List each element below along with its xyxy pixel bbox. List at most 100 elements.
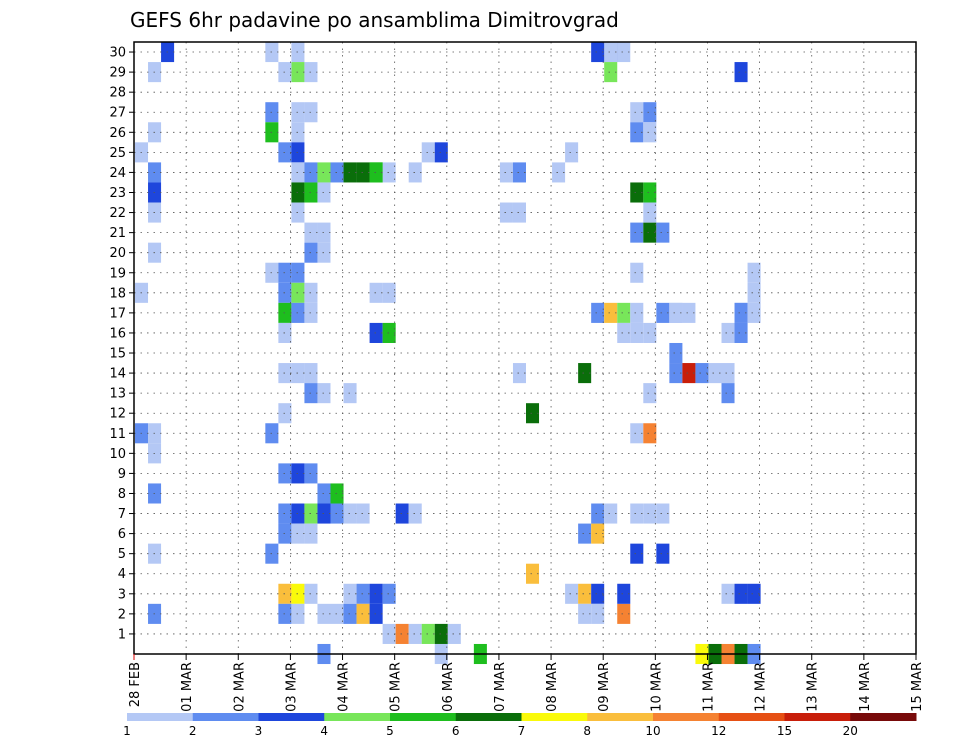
heatmap-cell <box>408 162 422 183</box>
y-tick-label: 20 <box>109 246 126 261</box>
y-tick-label: 29 <box>109 66 126 81</box>
heatmap-cell <box>643 423 657 444</box>
colorbar-swatch <box>521 713 588 721</box>
heatmap-cell <box>343 603 357 624</box>
x-tick-label: 13 MAR <box>806 662 821 712</box>
heatmap-cell <box>630 222 644 243</box>
y-tick-label: 22 <box>109 206 126 221</box>
heatmap-cell <box>434 142 448 163</box>
y-tick-label: 19 <box>109 266 126 281</box>
grid-layer <box>134 42 916 654</box>
heatmap-cell <box>669 302 683 323</box>
heatmap-cell <box>395 623 409 644</box>
heatmap-cell <box>499 202 513 223</box>
colorbar-label: 12 <box>711 724 726 738</box>
y-tick-label: 26 <box>109 126 126 141</box>
heatmap-cell <box>552 162 566 183</box>
colorbar-label: 8 <box>583 724 591 738</box>
heatmap-cell <box>408 503 422 524</box>
plot-frame <box>133 41 917 655</box>
heatmap-cell <box>630 543 644 564</box>
x-tick-label: 03 MAR <box>284 662 299 712</box>
heatmap-cell <box>643 122 657 143</box>
heatmap-cell <box>369 583 383 604</box>
heatmap-cell <box>708 363 722 384</box>
y-tick-label: 9 <box>118 467 126 482</box>
heatmap-cell <box>721 363 735 384</box>
colorbar-label: 2 <box>189 724 197 738</box>
x-tick-label: 12 MAR <box>754 662 769 712</box>
heatmap-cell <box>343 383 357 404</box>
heatmap-cell <box>343 583 357 604</box>
heatmap-cell <box>578 363 592 384</box>
x-tick-label: 15 MAR <box>910 662 925 712</box>
heatmap-cell <box>604 302 618 323</box>
heatmap-cell <box>447 623 461 644</box>
heatmap-cell <box>591 302 605 323</box>
heatmap-cell <box>382 162 396 183</box>
heatmap-cell <box>669 342 683 364</box>
x-tick-label: 02 MAR <box>232 662 247 712</box>
heatmap-cell <box>565 142 579 163</box>
heatmap-cell <box>343 162 357 183</box>
cells-layer <box>135 42 761 665</box>
heatmap-cell <box>356 583 370 604</box>
heatmap-cell <box>734 583 748 604</box>
heatmap-cell <box>421 142 435 163</box>
colorbar-label: 10 <box>645 724 660 738</box>
y-tick-label: 15 <box>109 347 126 362</box>
heatmap-cell <box>630 503 644 524</box>
y-tick-label: 1 <box>118 627 126 642</box>
heatmap-cell <box>617 42 631 63</box>
heatmap-cell <box>617 322 631 343</box>
heatmap-cell <box>630 262 644 283</box>
heatmap-cell <box>330 162 344 183</box>
colorbar-label: 15 <box>777 724 792 738</box>
y-tick-label: 11 <box>109 427 126 442</box>
heatmap-cell <box>382 282 396 303</box>
heatmap-cell <box>369 603 383 624</box>
heatmap-cell <box>499 162 513 183</box>
heatmap-cell <box>395 503 409 524</box>
colorbar-swatch <box>324 713 391 721</box>
heatmap-cell <box>369 322 383 343</box>
y-tick-label: 27 <box>109 106 126 121</box>
heatmap-cell <box>512 162 526 183</box>
heatmap-cell <box>734 302 748 323</box>
y-tick-label: 7 <box>118 507 126 522</box>
heatmap-cell <box>630 302 644 323</box>
heatmap-cell <box>643 202 657 223</box>
colorbar-swatch <box>587 713 654 721</box>
y-tick-label: 21 <box>109 226 126 241</box>
heatmap-cell <box>578 583 592 604</box>
heatmap-cell <box>604 503 618 524</box>
y-tick-label: 16 <box>109 326 126 341</box>
heatmap-cell <box>421 623 435 644</box>
colorbar-swatch <box>127 713 194 721</box>
heatmap-cell <box>343 503 357 524</box>
heatmap-cell <box>604 62 618 83</box>
colorbar-swatch <box>784 713 851 721</box>
heatmap-cell <box>356 503 370 524</box>
heatmap-cell <box>721 383 735 404</box>
heatmap-cell <box>747 302 761 323</box>
x-tick-label: 04 MAR <box>337 662 352 712</box>
heatmap-cell <box>382 583 396 604</box>
y-tick-label: 18 <box>109 286 126 301</box>
heatmap-cell <box>656 222 670 243</box>
colorbar-swatch <box>258 713 325 721</box>
colorbar-label: 1 <box>123 724 131 738</box>
heatmap-cell <box>356 603 370 624</box>
heatmap-cell <box>617 302 631 323</box>
colorbar-label: 6 <box>452 724 460 738</box>
x-tick-label: 08 MAR <box>545 662 560 712</box>
heatmap-cell <box>630 102 644 123</box>
heatmap-cell <box>643 182 657 203</box>
heatmap-cell <box>617 603 631 624</box>
x-tick-label: 06 MAR <box>441 662 456 712</box>
heatmap-cell <box>591 503 605 524</box>
heatmap-cell <box>565 583 579 604</box>
heatmap-cell <box>512 363 526 384</box>
heatmap-cell <box>526 563 540 584</box>
